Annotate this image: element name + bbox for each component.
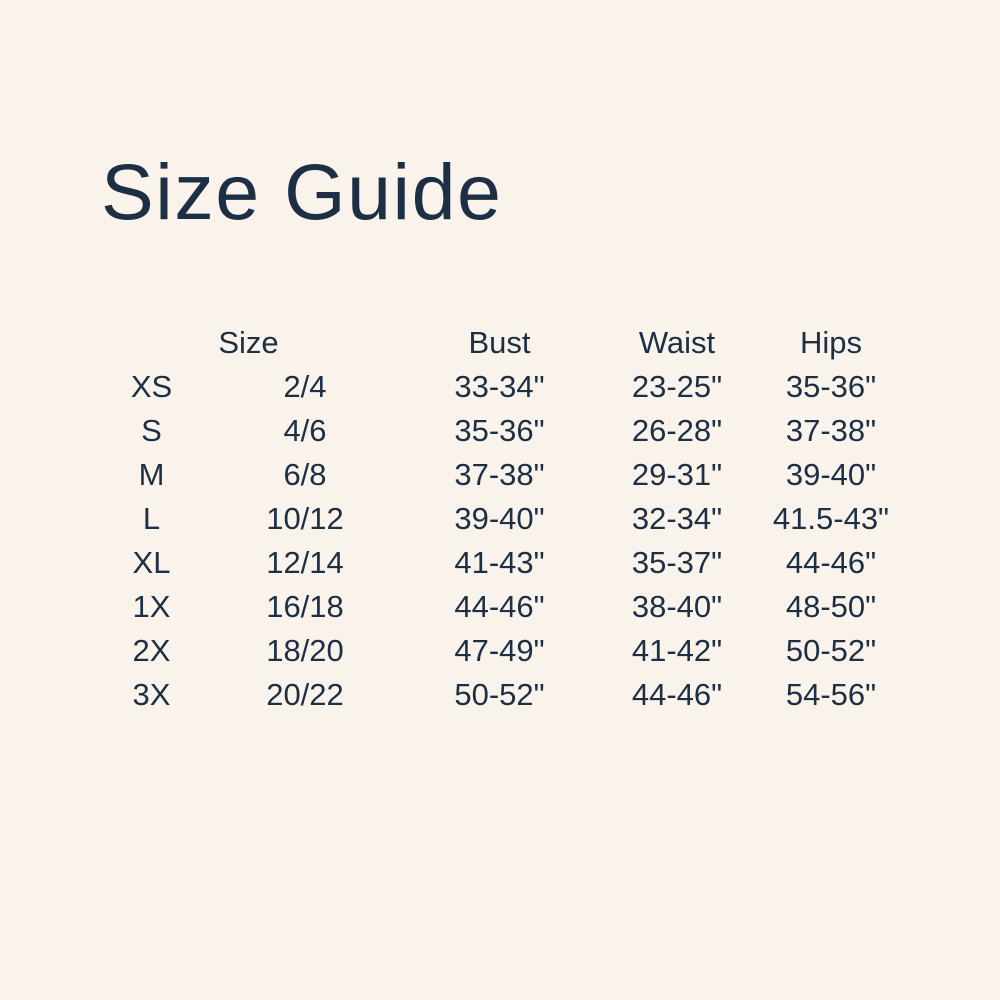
size-number-cell: 6/8 — [283, 456, 327, 492]
bust-cell: 50-52" — [454, 676, 545, 712]
page-title: Size Guide — [101, 146, 503, 236]
bust-cell: 33-34" — [454, 368, 545, 404]
size-letter-cell: 2X — [132, 632, 171, 668]
header-row: Size Bust Waist Hips — [95, 320, 905, 364]
bust-cell: 44-46" — [454, 588, 545, 624]
size-guide-table: Size Bust Waist Hips XS 2/4 33-34" 23-25… — [95, 320, 905, 716]
bust-column-header: Bust — [468, 324, 531, 360]
bust-cell: 35-36" — [454, 412, 545, 448]
table-row: 1X 16/18 44-46" 38-40" 48-50" — [95, 584, 905, 628]
size-letter-cell: 1X — [132, 588, 171, 624]
waist-cell: 44-46" — [631, 676, 723, 712]
size-letter-cell: M — [138, 456, 165, 492]
waist-cell: 26-28" — [631, 412, 723, 448]
table-row: XS 2/4 33-34" 23-25" 35-36" — [95, 364, 905, 408]
size-table-header: Size Bust Waist Hips — [95, 320, 905, 364]
size-number-cell: 4/6 — [283, 412, 327, 448]
waist-cell: 32-34" — [631, 500, 723, 536]
waist-column-header: Waist — [638, 324, 716, 360]
size-letter-cell: S — [141, 412, 162, 448]
waist-cell: 35-37" — [631, 544, 723, 580]
size-number-cell: 16/18 — [266, 588, 344, 624]
hips-cell: 39-40" — [785, 456, 877, 492]
waist-cell: 23-25" — [631, 368, 723, 404]
table-row: L 10/12 39-40" 32-34" 41.5-43" — [95, 496, 905, 540]
hips-column-header: Hips — [799, 324, 862, 360]
bust-cell: 37-38" — [454, 456, 545, 492]
waist-cell: 41-42" — [631, 632, 723, 668]
hips-cell: 54-56" — [785, 676, 877, 712]
bust-cell: 41-43" — [454, 544, 545, 580]
table-row: 3X 20/22 50-52" 44-46" 54-56" — [95, 672, 905, 716]
size-number-cell: 20/22 — [266, 676, 344, 712]
table-row: M 6/8 37-38" 29-31" 39-40" — [95, 452, 905, 496]
hips-cell: 35-36" — [785, 368, 877, 404]
size-number-cell: 10/12 — [266, 500, 344, 536]
size-number-cell: 2/4 — [283, 368, 327, 404]
size-number-cell: 12/14 — [266, 544, 344, 580]
table-row: S 4/6 35-36" 26-28" 37-38" — [95, 408, 905, 452]
hips-cell: 37-38" — [785, 412, 877, 448]
hips-cell: 50-52" — [785, 632, 877, 668]
waist-cell: 29-31" — [631, 456, 723, 492]
size-letter-cell: 3X — [132, 676, 171, 712]
hips-cell: 44-46" — [785, 544, 877, 580]
hips-cell: 48-50" — [785, 588, 877, 624]
size-column-header: Size — [218, 324, 279, 360]
table-row: 2X 18/20 47-49" 41-42" 50-52" — [95, 628, 905, 672]
hips-cell: 41.5-43" — [772, 500, 890, 536]
size-table-body: XS 2/4 33-34" 23-25" 35-36" S 4/6 35-36"… — [95, 364, 905, 716]
size-number-cell: 18/20 — [266, 632, 344, 668]
bust-cell: 47-49" — [454, 632, 545, 668]
size-letter-cell: L — [142, 500, 161, 536]
size-letter-cell: XL — [132, 544, 171, 580]
waist-cell: 38-40" — [631, 588, 723, 624]
bust-cell: 39-40" — [454, 500, 545, 536]
table-row: XL 12/14 41-43" 35-37" 44-46" — [95, 540, 905, 584]
size-letter-cell: XS — [130, 368, 173, 404]
